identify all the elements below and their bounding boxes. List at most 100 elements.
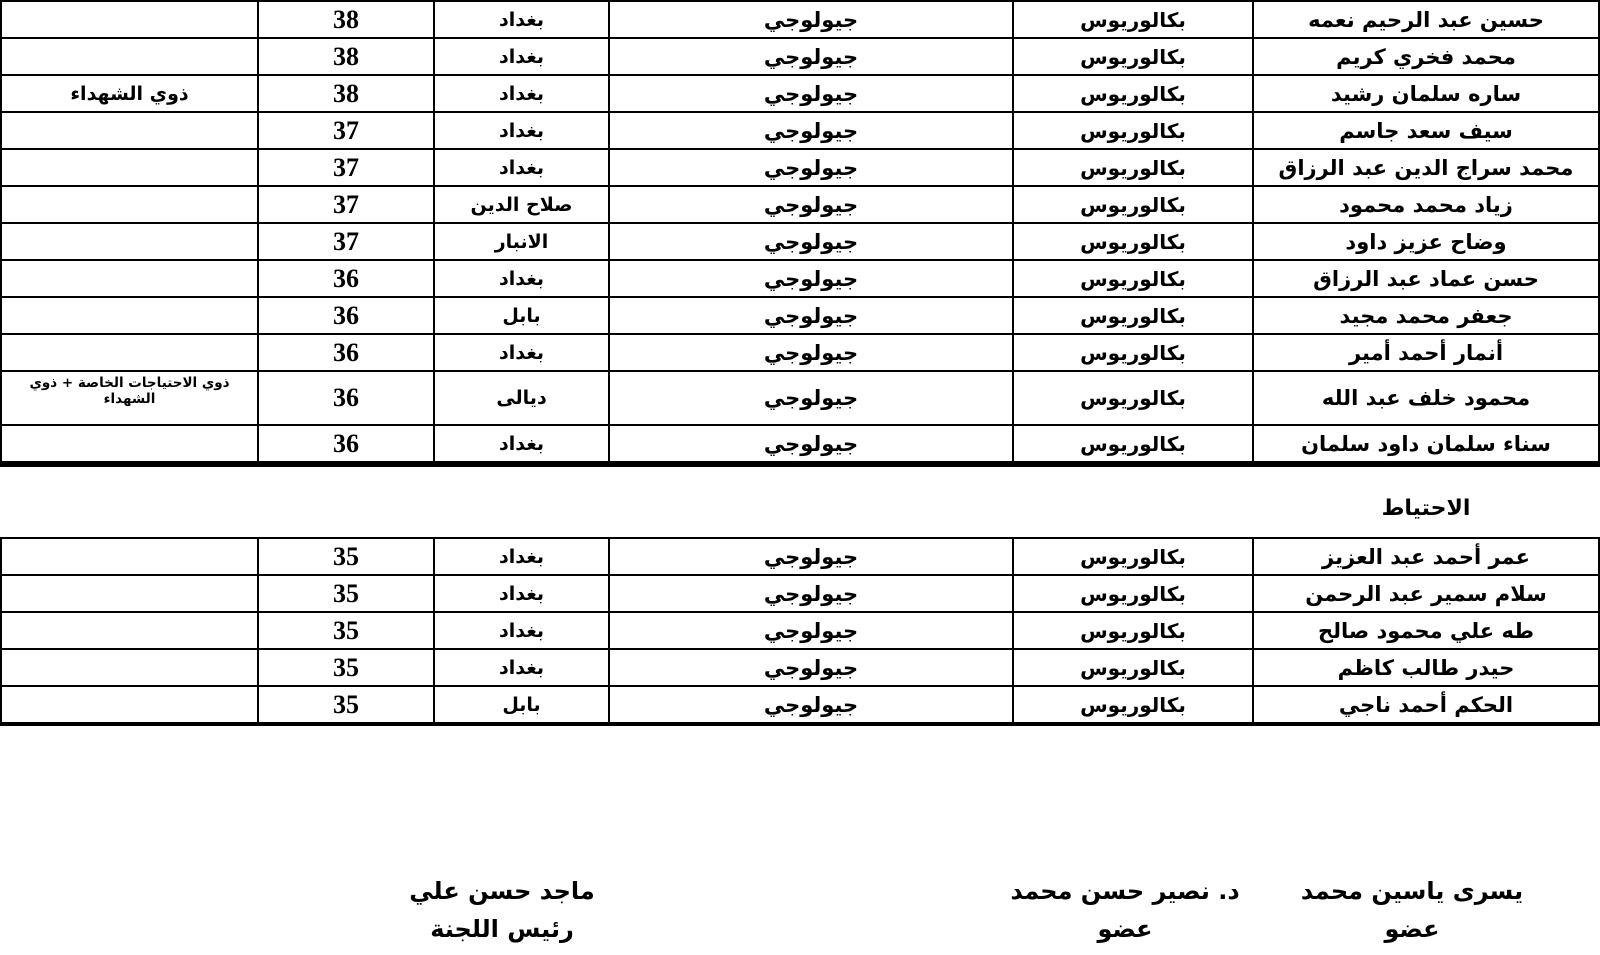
score-cell: 37 bbox=[259, 187, 433, 222]
specialization-cell: جيولوجي bbox=[610, 39, 1012, 74]
city-cell: بغداد bbox=[435, 650, 608, 685]
degree-cell: بكالوريوس bbox=[1014, 576, 1252, 611]
specialization-cell: جيولوجي bbox=[610, 372, 1012, 424]
signatory-title: عضو bbox=[1384, 915, 1440, 943]
score-cell: 35 bbox=[259, 613, 433, 648]
specialization-cell: جيولوجي bbox=[610, 2, 1012, 37]
signatory-name: ماجد حسن علي bbox=[409, 877, 595, 905]
signature-block-member-2: يسرى ياسين محمد عضو bbox=[1252, 872, 1572, 948]
signatory-title: عضو bbox=[1097, 915, 1153, 943]
name-cell: سيف سعد جاسم bbox=[1254, 113, 1598, 148]
name-cell: وضاح عزيز داود bbox=[1254, 224, 1598, 259]
degree-cell: بكالوريوس bbox=[1014, 150, 1252, 185]
name-cell: ساره سلمان رشيد bbox=[1254, 76, 1598, 111]
score-cell: 36 bbox=[259, 298, 433, 333]
specialization-cell: جيولوجي bbox=[610, 576, 1012, 611]
name-cell: حسن عماد عبد الرزاق bbox=[1254, 261, 1598, 296]
note-cell bbox=[2, 2, 257, 37]
note-cell bbox=[2, 613, 257, 648]
note-cell bbox=[2, 39, 257, 74]
degree-cell: بكالوريوس bbox=[1014, 261, 1252, 296]
score-cell: 36 bbox=[259, 372, 433, 424]
city-cell: بغداد bbox=[435, 261, 608, 296]
city-cell: صلاح الدين bbox=[435, 187, 608, 222]
note-cell bbox=[2, 335, 257, 370]
note-cell bbox=[2, 261, 257, 296]
score-cell: 36 bbox=[259, 261, 433, 296]
degree-cell: بكالوريوس bbox=[1014, 113, 1252, 148]
name-cell: عمر أحمد عبد العزيز bbox=[1254, 539, 1598, 574]
degree-cell: بكالوريوس bbox=[1014, 687, 1252, 722]
name-cell: زياد محمد محمود bbox=[1254, 187, 1598, 222]
degree-cell: بكالوريوس bbox=[1014, 335, 1252, 370]
city-cell: بغداد bbox=[435, 113, 608, 148]
degree-cell: بكالوريوس bbox=[1014, 76, 1252, 111]
specialization-cell: جيولوجي bbox=[610, 187, 1012, 222]
city-cell: بابل bbox=[435, 687, 608, 722]
city-cell: بغداد bbox=[435, 613, 608, 648]
score-cell: 37 bbox=[259, 224, 433, 259]
specialization-cell: جيولوجي bbox=[610, 650, 1012, 685]
specialization-cell: جيولوجي bbox=[610, 76, 1012, 111]
score-cell: 37 bbox=[259, 113, 433, 148]
specialization-cell: جيولوجي bbox=[610, 613, 1012, 648]
specialization-cell: جيولوجي bbox=[610, 224, 1012, 259]
degree-cell: بكالوريوس bbox=[1014, 426, 1252, 461]
specialization-cell: جيولوجي bbox=[610, 261, 1012, 296]
degree-cell: بكالوريوس bbox=[1014, 298, 1252, 333]
name-cell: حيدر طالب كاظم bbox=[1254, 650, 1598, 685]
name-cell: أنمار أحمد أمير bbox=[1254, 335, 1598, 370]
city-cell: ديالى bbox=[435, 372, 608, 424]
note-cell bbox=[2, 298, 257, 333]
name-cell: سناء سلمان داود سلمان bbox=[1254, 426, 1598, 461]
specialization-cell: جيولوجي bbox=[610, 539, 1012, 574]
degree-cell: بكالوريوس bbox=[1014, 372, 1252, 424]
section-title-reserve: الاحتياط bbox=[1381, 496, 1471, 521]
city-cell: الانبار bbox=[435, 224, 608, 259]
note-cell bbox=[2, 150, 257, 185]
name-cell: سلام سمير عبد الرحمن bbox=[1254, 576, 1598, 611]
city-cell: بغداد bbox=[435, 576, 608, 611]
city-cell: بغداد bbox=[435, 39, 608, 74]
degree-cell: بكالوريوس bbox=[1014, 187, 1252, 222]
signatory-name: يسرى ياسين محمد bbox=[1300, 877, 1524, 905]
signatory-name: د. نصير حسن محمد bbox=[1010, 877, 1240, 905]
degree-cell: بكالوريوس bbox=[1014, 613, 1252, 648]
city-cell: بغداد bbox=[435, 335, 608, 370]
city-cell: بغداد bbox=[435, 76, 608, 111]
degree-cell: بكالوريوس bbox=[1014, 2, 1252, 37]
note-cell bbox=[2, 539, 257, 574]
note-cell bbox=[2, 113, 257, 148]
reserve-table: عمر أحمد عبد العزيز بكالوريوس جيولوجي بغ… bbox=[0, 537, 1600, 726]
note-cell bbox=[2, 576, 257, 611]
score-cell: 38 bbox=[259, 2, 433, 37]
note-cell: ذوي الاحتياجات الخاصة + ذوي الشهداء bbox=[2, 372, 257, 424]
signature-block-chairman: ماجد حسن علي رئيس اللجنة bbox=[342, 872, 662, 948]
degree-cell: بكالوريوس bbox=[1014, 39, 1252, 74]
main-table: حسين عبد الرحيم نعمه بكالوريوس جيولوجي ب… bbox=[0, 0, 1600, 467]
name-cell: الحكم أحمد ناجي bbox=[1254, 687, 1598, 722]
note-cell bbox=[2, 426, 257, 461]
score-cell: 38 bbox=[259, 39, 433, 74]
specialization-cell: جيولوجي bbox=[610, 426, 1012, 461]
score-cell: 36 bbox=[259, 426, 433, 461]
degree-cell: بكالوريوس bbox=[1014, 650, 1252, 685]
city-cell: بابل bbox=[435, 298, 608, 333]
name-cell: محمود خلف عبد الله bbox=[1254, 372, 1598, 424]
note-cell: ذوي الشهداء bbox=[2, 76, 257, 111]
name-cell: حسين عبد الرحيم نعمه bbox=[1254, 2, 1598, 37]
name-cell: محمد فخري كريم bbox=[1254, 39, 1598, 74]
score-cell: 36 bbox=[259, 335, 433, 370]
degree-cell: بكالوريوس bbox=[1014, 539, 1252, 574]
score-cell: 35 bbox=[259, 576, 433, 611]
city-cell: بغداد bbox=[435, 2, 608, 37]
score-cell: 38 bbox=[259, 76, 433, 111]
note-cell bbox=[2, 224, 257, 259]
signature-block-member-1: د. نصير حسن محمد عضو bbox=[965, 872, 1285, 948]
name-cell: طه علي محمود صالح bbox=[1254, 613, 1598, 648]
score-cell: 37 bbox=[259, 150, 433, 185]
degree-cell: بكالوريوس bbox=[1014, 224, 1252, 259]
city-cell: بغداد bbox=[435, 426, 608, 461]
score-cell: 35 bbox=[259, 687, 433, 722]
specialization-cell: جيولوجي bbox=[610, 113, 1012, 148]
